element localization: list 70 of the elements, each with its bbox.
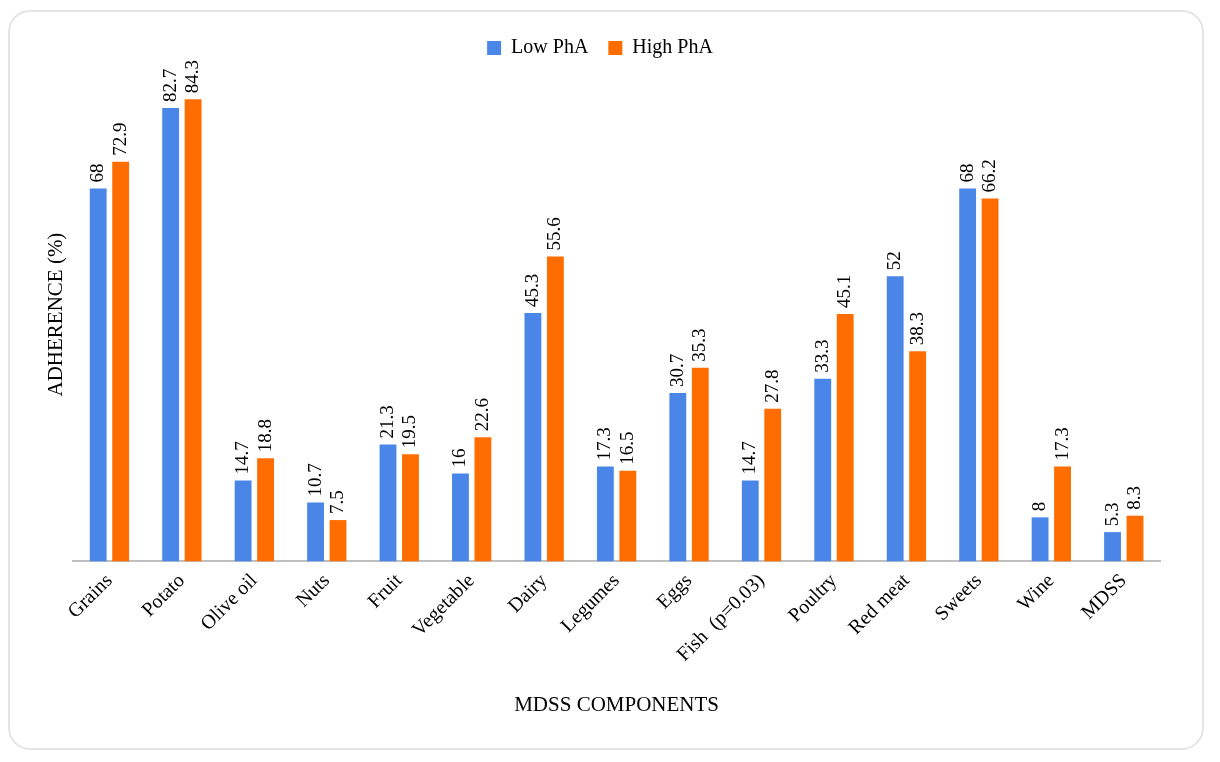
data-label: 35.3: [688, 328, 710, 362]
data-label: 22.6: [470, 398, 492, 432]
bar: [184, 99, 202, 562]
bar: [959, 188, 977, 562]
bar: [379, 444, 397, 562]
data-label: 30.7: [665, 353, 687, 387]
data-label: 21.3: [375, 405, 397, 439]
bar: [546, 256, 564, 562]
data-label: 7.5: [326, 490, 347, 515]
bar: [886, 276, 904, 562]
bar: [1054, 466, 1071, 562]
bar: [112, 161, 130, 562]
data-label: 27.8: [760, 369, 782, 403]
bar: [691, 367, 709, 562]
bar: [836, 314, 854, 562]
bar: [1104, 532, 1121, 562]
x-tick-label: Fruit: [362, 568, 407, 612]
bar: [162, 108, 180, 562]
data-label: 45.1: [833, 274, 855, 309]
legend-label: Low PhA: [511, 35, 589, 58]
bar: [402, 454, 419, 562]
data-label: 5.3: [1100, 502, 1122, 527]
data-label: 16: [448, 448, 470, 468]
data-label: 68: [86, 163, 108, 183]
bar: [257, 458, 274, 562]
bar: [741, 480, 759, 562]
data-label: 84.3: [181, 59, 203, 94]
bar: [1031, 517, 1049, 562]
x-tick-label: Eggs: [651, 568, 697, 614]
data-label: 18.8: [253, 418, 275, 453]
x-tick-label: Wine: [1012, 568, 1058, 615]
x-axis-title: MDSS COMPONENTS: [514, 691, 720, 716]
bar: [329, 520, 347, 562]
bar: [596, 466, 614, 562]
data-label: 55.6: [543, 217, 565, 251]
bar: [452, 473, 469, 562]
data-label: 16.5: [615, 431, 637, 465]
data-label: 52: [883, 251, 905, 271]
bar: [524, 312, 542, 562]
data-label: 82.7: [158, 68, 180, 102]
y-axis-title: ADHERENCE (%): [43, 232, 68, 397]
bar: [307, 502, 324, 562]
data-label: 68: [955, 163, 977, 183]
bar: [669, 392, 687, 562]
bar: [89, 188, 107, 562]
bar: [764, 408, 782, 562]
bar: [234, 480, 252, 562]
data-label: 45.3: [520, 273, 542, 307]
data-label: 19.5: [398, 415, 420, 449]
x-tick-label: Nuts: [291, 568, 334, 611]
data-label: 17.3: [1050, 427, 1072, 461]
bar: [619, 470, 637, 562]
data-label: 66.2: [978, 159, 1000, 193]
bar: [1126, 515, 1144, 562]
data-label: 8.3: [1122, 485, 1144, 510]
bar: [981, 198, 999, 562]
data-label: 10.7: [303, 463, 325, 497]
bar: [909, 351, 927, 562]
bar: [814, 378, 832, 562]
data-label: 38.3: [905, 312, 927, 346]
x-tick-label: Red meat: [843, 568, 914, 639]
x-tick-label: Olive oil: [195, 568, 262, 635]
data-label: 8: [1028, 501, 1050, 512]
data-label: 17.3: [593, 427, 615, 461]
data-label: 72.9: [108, 122, 130, 156]
data-label: 33.3: [810, 339, 832, 373]
data-label: 14.7: [231, 441, 253, 475]
legend-label: High PhA: [632, 35, 714, 59]
bar: [474, 437, 492, 562]
data-label: 14.7: [738, 441, 760, 475]
